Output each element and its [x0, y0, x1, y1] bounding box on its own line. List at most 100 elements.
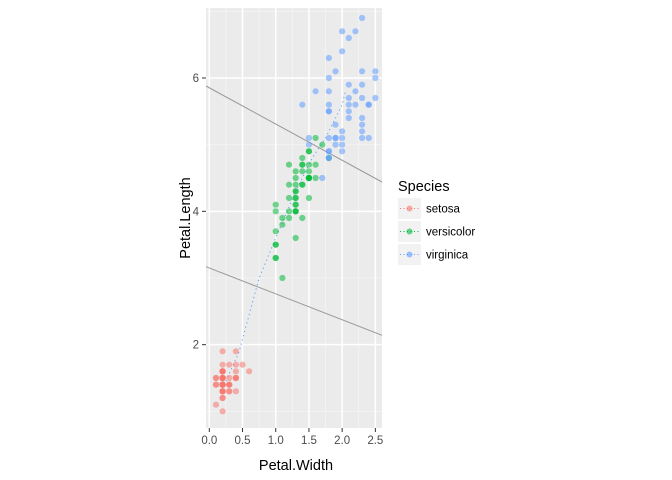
- point-versicolor: [312, 134, 319, 142]
- legend: Species setosa versicolor virginica: [398, 179, 475, 265]
- point-virginica: [358, 14, 366, 22]
- point-virginica: [345, 34, 352, 42]
- point-virginica: [358, 68, 366, 75]
- point-virginica: [358, 134, 366, 142]
- point-setosa: [219, 361, 226, 368]
- point-versicolor: [319, 141, 326, 148]
- point-virginica: [325, 74, 332, 82]
- point-virginica: [358, 114, 366, 122]
- point-setosa: [232, 361, 239, 368]
- point-setosa: [219, 388, 226, 395]
- point-setosa: [239, 361, 246, 368]
- point-virginica: [325, 101, 332, 108]
- point-virginica: [358, 128, 366, 135]
- point-virginica: [312, 88, 319, 95]
- data-points: [212, 14, 379, 415]
- point-versicolor: [299, 154, 306, 162]
- point-virginica: [372, 94, 379, 102]
- legend-key-point-setosa: [406, 205, 413, 212]
- reference-line-upper-boundary: [205, 85, 383, 183]
- point-virginica: [325, 134, 332, 142]
- point-versicolor: [305, 161, 313, 168]
- point-virginica: [339, 148, 346, 155]
- point-versicolor: [272, 201, 279, 208]
- point-virginica: [352, 101, 359, 108]
- reference-lines: [205, 85, 383, 336]
- x-tick-label: 1.5: [301, 435, 317, 447]
- point-virginica: [339, 48, 346, 55]
- point-virginica: [345, 101, 352, 108]
- point-virginica: [325, 148, 332, 155]
- point-setosa: [219, 368, 226, 375]
- point-versicolor: [292, 201, 299, 208]
- point-virginica: [332, 68, 339, 75]
- x-tick-label: 0.5: [235, 435, 251, 447]
- x-tick-label: 2.0: [334, 435, 350, 447]
- point-setosa: [246, 368, 253, 375]
- point-virginica: [325, 54, 332, 62]
- point-versicolor: [279, 221, 286, 228]
- point-virginica: [325, 108, 332, 115]
- point-setosa: [226, 361, 233, 368]
- point-virginica: [319, 174, 326, 182]
- x-axis: 0.0 0.5 1.0 1.5 2.0 2.5: [201, 428, 383, 447]
- point-setosa: [232, 348, 239, 355]
- legend-key-point-versicolor: [406, 228, 413, 235]
- point-versicolor: [299, 181, 306, 188]
- legend-label-setosa: setosa: [426, 204, 460, 216]
- point-setosa: [226, 374, 233, 382]
- point-setosa: [232, 388, 239, 395]
- point-setosa: [226, 381, 233, 388]
- point-versicolor: [292, 181, 299, 188]
- point-versicolor: [299, 168, 306, 175]
- point-versicolor: [292, 194, 299, 202]
- point-versicolor: [285, 181, 293, 188]
- point-versicolor: [272, 241, 279, 248]
- point-versicolor: [279, 274, 286, 282]
- point-virginica: [305, 141, 313, 148]
- point-virginica: [339, 134, 346, 142]
- point-versicolor: [285, 208, 293, 215]
- point-setosa: [219, 408, 226, 415]
- point-virginica: [365, 134, 372, 142]
- point-virginica: [358, 121, 366, 128]
- point-virginica: [332, 134, 339, 142]
- point-versicolor: [292, 174, 299, 182]
- point-virginica: [352, 28, 359, 35]
- x-axis-title: Petal.Width: [259, 458, 333, 474]
- point-versicolor: [272, 228, 279, 235]
- point-versicolor: [312, 161, 319, 168]
- point-virginica: [332, 141, 339, 148]
- y-tick-label: 2: [193, 340, 199, 352]
- point-virginica: [325, 154, 332, 162]
- point-setosa: [232, 374, 239, 382]
- point-versicolor: [312, 174, 319, 182]
- point-setosa: [212, 401, 220, 408]
- legend-item-virginica: virginica: [398, 244, 469, 265]
- legend-key-point-virginica: [406, 251, 413, 258]
- point-setosa: [219, 394, 226, 402]
- point-virginica: [365, 101, 372, 108]
- point-setosa: [219, 374, 226, 382]
- reference-line-lower-boundary: [205, 266, 383, 336]
- point-versicolor: [285, 194, 293, 202]
- point-versicolor: [292, 234, 299, 242]
- point-setosa: [226, 388, 233, 395]
- point-versicolor: [299, 161, 306, 168]
- point-setosa: [212, 374, 220, 382]
- point-versicolor: [292, 168, 299, 175]
- legend-item-versicolor: versicolor: [398, 221, 475, 242]
- legend-item-setosa: setosa: [398, 198, 460, 219]
- point-virginica: [332, 121, 339, 128]
- legend-title: Species: [398, 179, 450, 195]
- x-tick-label: 1.0: [268, 435, 284, 447]
- point-virginica: [352, 88, 359, 95]
- point-virginica: [345, 94, 352, 102]
- point-versicolor: [299, 214, 306, 222]
- point-versicolor: [279, 214, 286, 222]
- point-setosa: [232, 368, 239, 375]
- point-virginica: [345, 81, 352, 88]
- point-virginica: [358, 81, 366, 88]
- point-virginica: [325, 88, 332, 95]
